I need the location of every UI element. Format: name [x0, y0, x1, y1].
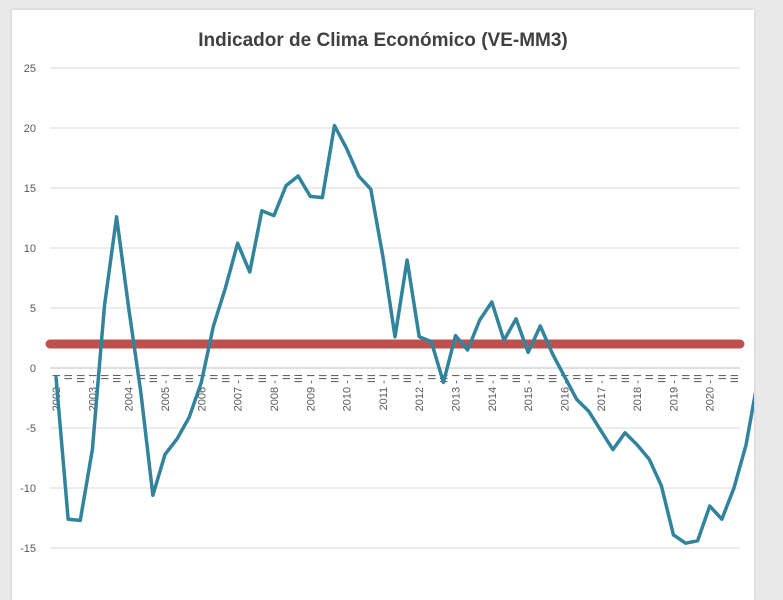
- x-tick-label: III: [511, 374, 523, 383]
- x-tick-label: II: [426, 374, 438, 380]
- x-tick-label: III: [584, 374, 596, 383]
- x-tick-label: II: [717, 374, 729, 380]
- x-tick-label: III: [547, 374, 559, 383]
- x-tick-label: III: [112, 374, 124, 383]
- x-tick-label: 2014 - I: [487, 374, 499, 411]
- x-tick-label: III: [221, 374, 233, 383]
- chart-title: Indicador de Clima Económico (VE-MM3): [198, 30, 568, 51]
- x-tick-label: III: [148, 374, 160, 383]
- x-tick-label: II: [354, 374, 366, 380]
- x-axis-ticks: 2002 - I II III 2003 - I II III 2004 - I II III 2…: [51, 374, 741, 411]
- x-tick-label: II: [463, 374, 475, 380]
- x-tick-label: 2015 - I: [523, 374, 535, 411]
- y-tick-label: 20: [24, 123, 36, 135]
- x-tick-label: III: [656, 374, 668, 383]
- x-tick-label: 2007 - I: [233, 374, 245, 411]
- x-tick-label: II: [608, 374, 620, 380]
- x-tick-label: 2013 - I: [451, 374, 463, 411]
- y-tick-label: 5: [30, 303, 36, 315]
- x-tick-label: III: [329, 374, 341, 383]
- x-tick-label: II: [535, 374, 547, 380]
- x-tick-label: II: [317, 374, 329, 380]
- x-tick-label: III: [729, 374, 741, 383]
- x-tick-label: II: [390, 374, 402, 380]
- y-tick-label: -10: [20, 483, 36, 495]
- x-tick-label: II: [245, 374, 257, 380]
- x-tick-label: II: [136, 374, 148, 380]
- y-tick-label: 15: [24, 183, 36, 195]
- x-tick-label: III: [75, 374, 87, 383]
- x-tick-label: III: [620, 374, 632, 383]
- x-tick-label: 2012 - I: [414, 374, 426, 411]
- x-tick-label: III: [366, 374, 378, 383]
- series-line: [54, 123, 754, 545]
- y-tick-label: -15: [20, 543, 36, 555]
- x-tick-label: 2008 - I: [269, 374, 281, 411]
- x-tick-label: 2009 - I: [305, 374, 317, 411]
- x-tick-label: 2011 - I: [378, 374, 390, 411]
- y-tick-label: 25: [24, 63, 36, 75]
- x-tick-label: 2018 - I: [632, 374, 644, 411]
- x-tick-label: 2019 - I: [668, 374, 680, 411]
- gridlines: [50, 67, 740, 549]
- x-tick-label: III: [293, 374, 305, 383]
- x-tick-label: 2010 - I: [342, 374, 354, 411]
- x-tick-label: II: [172, 374, 184, 380]
- x-tick-label: III: [475, 374, 487, 383]
- series-lines: [54, 123, 754, 545]
- x-tick-label: II: [681, 374, 693, 380]
- y-axis-ticks: -15 -10 -5 0 5 10 15 20 25: [20, 63, 36, 555]
- x-tick-label: II: [281, 374, 293, 380]
- x-tick-label: II: [499, 374, 511, 380]
- x-tick-label: 2004 - I: [124, 374, 136, 411]
- chart-panel: Indicador de Clima Económico (VE-MM3) -1…: [12, 10, 754, 600]
- x-tick-label: III: [693, 374, 705, 383]
- x-tick-label: III: [184, 374, 196, 383]
- x-tick-label: II: [63, 374, 75, 380]
- x-tick-label: II: [644, 374, 656, 380]
- x-tick-label: II: [208, 374, 220, 380]
- line-chart: Indicador de Clima Económico (VE-MM3) -1…: [20, 30, 754, 555]
- x-tick-label: II: [572, 374, 584, 380]
- x-tick-label: III: [402, 374, 414, 383]
- y-tick-label: 10: [24, 243, 36, 255]
- x-tick-label: 2005 - I: [160, 374, 172, 411]
- x-tick-label: 2017 - I: [596, 374, 608, 411]
- x-tick-label: II: [99, 374, 111, 380]
- x-tick-label: 2020 - I: [705, 374, 717, 411]
- x-tick-label: III: [257, 374, 269, 383]
- y-tick-label: 0: [30, 363, 36, 375]
- y-tick-label: -5: [26, 423, 36, 435]
